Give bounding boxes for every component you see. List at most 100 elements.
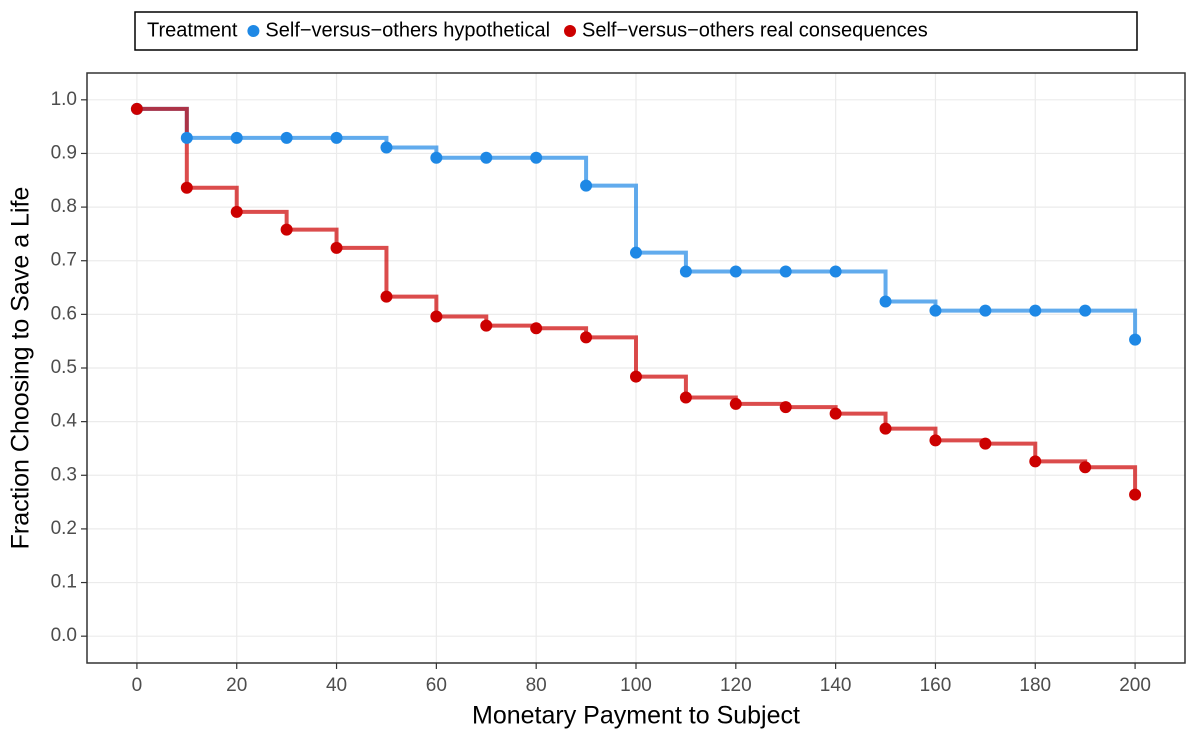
- point: [1079, 461, 1092, 474]
- x-tick-label: 40: [326, 675, 347, 696]
- step-line: [1085, 465, 1138, 495]
- step-line: [1085, 308, 1138, 340]
- point: [929, 434, 942, 447]
- point: [580, 331, 593, 344]
- step-line: [286, 227, 339, 248]
- point: [330, 131, 343, 144]
- step-line: [386, 294, 439, 317]
- step-line: [935, 438, 988, 444]
- x-tick-label: 140: [820, 675, 852, 696]
- step-line: [336, 135, 389, 148]
- point: [929, 304, 942, 317]
- legend-label: Self−versus−others hypothetical: [265, 19, 550, 41]
- x-tick-label: 20: [226, 675, 247, 696]
- x-tick-label: 120: [720, 675, 752, 696]
- point: [679, 265, 692, 278]
- legend-box: [134, 11, 1138, 51]
- point: [979, 437, 992, 450]
- point: [729, 397, 742, 410]
- point: [1129, 488, 1142, 501]
- point: [180, 181, 193, 194]
- step-line: [336, 245, 389, 297]
- y-tick-label: 0.2: [51, 518, 77, 539]
- legend-swatch: [564, 25, 577, 37]
- step-line: [586, 183, 638, 253]
- step-line: [985, 441, 1038, 462]
- legend-swatch: [247, 25, 260, 37]
- point: [330, 241, 343, 254]
- point: [430, 310, 443, 323]
- point: [1129, 333, 1142, 346]
- point: [1029, 304, 1042, 317]
- point: [879, 295, 892, 308]
- y-tick-label: 0.3: [51, 464, 77, 485]
- point: [130, 102, 143, 115]
- legend-label: Self−versus−others real consequences: [582, 19, 928, 41]
- step-line: [636, 374, 688, 398]
- step-line: [486, 323, 539, 329]
- point: [729, 265, 742, 278]
- point: [280, 223, 293, 236]
- x-tick-label: 100: [620, 675, 652, 696]
- step-line: [785, 405, 838, 414]
- y-tick-label: 0.7: [51, 250, 77, 271]
- step-line: [586, 335, 638, 377]
- step-line: [885, 426, 938, 441]
- point: [380, 141, 393, 154]
- point: [480, 151, 493, 164]
- point: [1029, 455, 1042, 468]
- point: [1079, 304, 1092, 317]
- y-tick-label: 0.4: [51, 411, 78, 432]
- x-tick-label: 200: [1119, 675, 1151, 696]
- point: [979, 304, 992, 317]
- point: [630, 370, 642, 383]
- point: [280, 131, 293, 144]
- point: [630, 246, 642, 259]
- y-tick-label: 0.0: [51, 625, 77, 646]
- y-tick-label: 0.8: [51, 196, 77, 217]
- y-tick-label: 0.6: [51, 303, 77, 324]
- step-line: [536, 155, 589, 186]
- point: [580, 179, 593, 192]
- y-tick-label: 0.9: [51, 142, 77, 163]
- step-line: [636, 250, 688, 272]
- step-line: [236, 209, 289, 230]
- step-line: [186, 185, 239, 212]
- x-tick-label: 60: [426, 675, 447, 696]
- step-line: [136, 106, 189, 138]
- step-line: [436, 314, 489, 326]
- step-line: [136, 106, 189, 188]
- legend-title: Treatment: [147, 19, 238, 41]
- point: [230, 131, 243, 144]
- point: [380, 290, 393, 303]
- x-tick-label: 80: [526, 675, 547, 696]
- point: [879, 422, 892, 435]
- step-line: [885, 299, 938, 311]
- point: [779, 401, 792, 414]
- step-line: [386, 145, 439, 158]
- step-line: [835, 269, 888, 302]
- step-line: [685, 395, 738, 404]
- point: [829, 265, 842, 278]
- point: [779, 265, 792, 278]
- point: [180, 131, 193, 144]
- point: [829, 407, 842, 420]
- x-tick-label: 160: [920, 675, 952, 696]
- y-tick-label: 0.1: [51, 572, 77, 593]
- plot-border: [86, 72, 1186, 664]
- point: [430, 151, 443, 164]
- point: [530, 151, 543, 164]
- x-axis-title: Monetary Payment to Subject: [472, 702, 800, 730]
- step-line: [1035, 459, 1088, 468]
- y-axis-title: Fraction Choosing to Save a Life: [7, 187, 35, 550]
- y-tick-label: 0.5: [51, 357, 77, 378]
- x-tick-label: 0: [132, 675, 143, 696]
- point: [530, 322, 543, 335]
- step-line: [735, 401, 788, 408]
- point: [480, 319, 493, 332]
- step-line: [536, 326, 589, 338]
- x-tick-label: 180: [1019, 675, 1051, 696]
- point: [679, 391, 692, 404]
- y-tick-label: 1.0: [51, 89, 77, 110]
